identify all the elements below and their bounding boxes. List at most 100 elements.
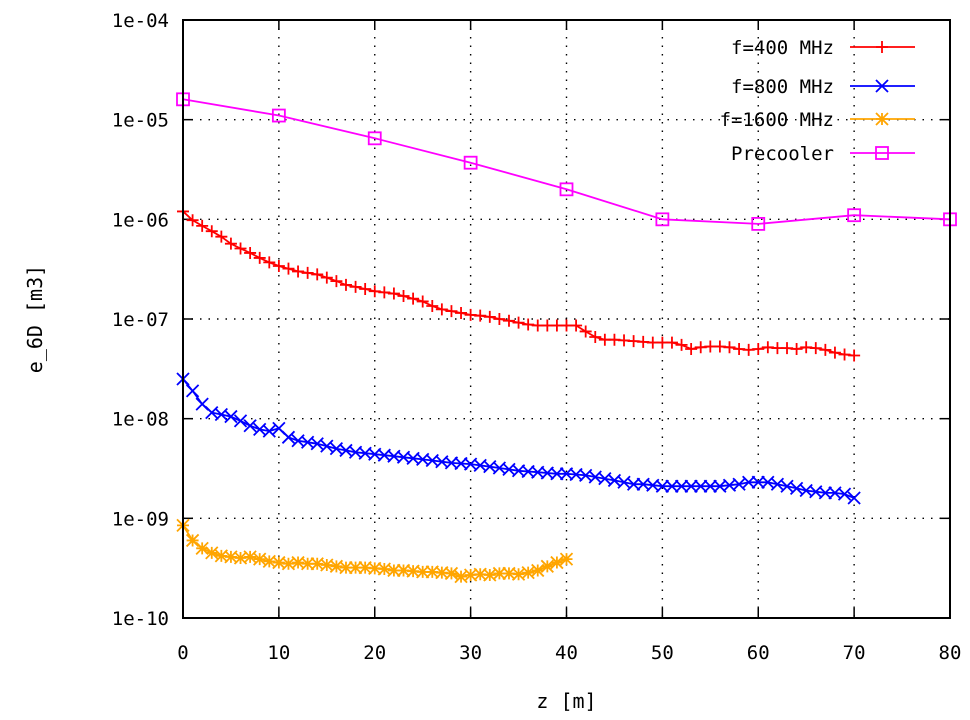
data-point xyxy=(483,310,496,323)
data-point xyxy=(847,208,862,223)
data-point xyxy=(426,300,439,313)
grid-lines xyxy=(183,20,950,618)
data-point xyxy=(244,246,257,259)
data-point xyxy=(790,343,803,356)
data-point xyxy=(463,155,478,170)
data-point xyxy=(281,430,296,444)
data-point xyxy=(368,285,381,298)
axes: 0 10 20 30 40 50 60 70 80 1e-10 1e-09 1e-08 1e-07 1e-… xyxy=(112,10,962,664)
legend-label: f=800 MHz xyxy=(731,76,834,98)
series-1 xyxy=(177,205,861,362)
data-point xyxy=(378,286,391,299)
data-point xyxy=(828,346,841,359)
data-point xyxy=(675,338,688,351)
data-point xyxy=(367,131,382,146)
data-point xyxy=(387,563,401,578)
data-point xyxy=(224,550,238,564)
data-point xyxy=(818,486,832,500)
data-point xyxy=(589,330,602,343)
data-point xyxy=(282,262,295,275)
data-point xyxy=(550,555,564,570)
data-point xyxy=(674,479,689,493)
plot-frame xyxy=(182,19,951,619)
data-point xyxy=(455,306,468,319)
data-point xyxy=(234,242,247,255)
series-3 xyxy=(176,518,574,584)
data-point xyxy=(559,552,574,566)
data-point xyxy=(493,313,506,325)
data-point xyxy=(224,237,237,250)
data-point xyxy=(502,314,515,327)
data-point xyxy=(359,282,372,295)
data-point xyxy=(435,566,449,580)
data-point xyxy=(406,564,420,578)
data-point xyxy=(522,318,535,331)
legend-label: Precooler xyxy=(731,143,834,165)
data-point xyxy=(320,439,334,453)
data-point xyxy=(281,557,296,571)
data-point xyxy=(348,561,363,575)
x-tick-label: 10 xyxy=(267,642,290,664)
data-point xyxy=(320,271,333,284)
legend-marker xyxy=(875,146,889,160)
legend-label: f=1600 MHz xyxy=(720,109,834,131)
data-point xyxy=(368,561,382,575)
x-tick-label: 60 xyxy=(747,642,770,664)
data-point xyxy=(387,287,400,300)
data-point xyxy=(655,212,670,227)
data-point xyxy=(186,214,199,227)
data-point xyxy=(665,479,679,493)
series-line xyxy=(182,98,951,225)
data-point xyxy=(483,568,497,582)
legend-marker xyxy=(876,41,888,53)
data-point xyxy=(521,566,535,580)
data-point xyxy=(205,225,218,238)
x-tick-label: 20 xyxy=(363,642,386,664)
data-point xyxy=(416,295,429,308)
data-point xyxy=(329,559,344,573)
legend: f=400 MHz f=800 MHz f=1600 MHz Precooler xyxy=(720,37,915,165)
legend-label: f=400 MHz xyxy=(731,37,834,59)
data-point xyxy=(626,477,641,491)
data-point xyxy=(377,562,391,576)
data-point xyxy=(511,567,526,581)
y-tick-label: 1e-10 xyxy=(112,608,169,630)
data-point xyxy=(473,567,487,581)
data-point xyxy=(435,303,448,316)
data-point xyxy=(311,268,324,281)
data-point xyxy=(474,309,487,322)
data-point xyxy=(685,343,698,356)
legend-entry: f=800 MHz xyxy=(731,76,915,98)
data-point xyxy=(454,570,468,584)
data-point xyxy=(205,546,219,560)
data-point xyxy=(233,414,248,428)
data-point xyxy=(819,343,832,356)
data-point xyxy=(570,319,583,332)
legend-marker xyxy=(875,79,889,93)
y-tick-label: 1e-05 xyxy=(112,110,169,132)
data-point xyxy=(215,230,228,243)
data-point xyxy=(262,424,276,438)
data-point xyxy=(339,561,353,575)
data-point xyxy=(397,290,410,303)
series-layer xyxy=(176,92,957,584)
data-point xyxy=(684,479,698,493)
y-axis-label: e_6D [m3] xyxy=(23,265,47,373)
series-2 xyxy=(176,372,861,505)
series-line xyxy=(182,378,855,499)
data-point xyxy=(838,348,851,361)
data-point xyxy=(185,533,200,548)
data-point xyxy=(349,280,362,293)
x-tick-label: 50 xyxy=(651,642,674,664)
data-point xyxy=(320,558,334,572)
y-tick-label: 1e-07 xyxy=(112,309,169,331)
x-tick-label: 40 xyxy=(555,642,578,664)
data-point xyxy=(752,343,765,356)
data-point xyxy=(540,559,554,573)
x-axis-label: z [m] xyxy=(536,689,596,713)
data-point xyxy=(694,479,708,493)
data-point xyxy=(531,563,545,578)
data-point xyxy=(292,265,305,278)
data-point xyxy=(243,550,257,564)
